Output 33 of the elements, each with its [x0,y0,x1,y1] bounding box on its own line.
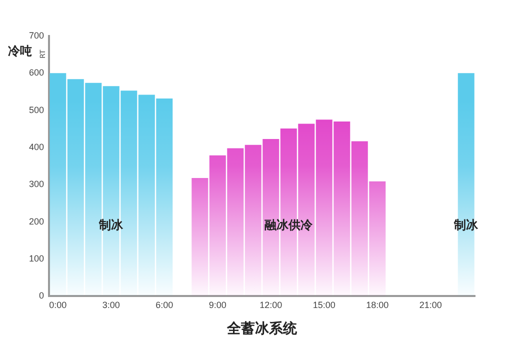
bar [209,155,226,296]
y-tick-label: 0 [39,290,44,301]
x-tick-label: 9:00 [208,300,226,310]
y-tick-label: 100 [28,254,44,264]
bar [67,79,84,296]
bar [50,73,66,296]
y-tick-label: 200 [28,216,44,226]
y-axis-title: 冷吨 [8,44,32,58]
x-tick-label: 21:00 [419,300,442,310]
y-tick-label: 700 [28,30,44,40]
bar [334,121,350,296]
bar [351,141,368,296]
y-tick-label: 500 [28,104,44,115]
series-label: 制冰 [98,218,124,232]
y-tick-label: 400 [28,142,44,152]
x-tick-label: 15:00 [312,300,336,310]
bar [156,98,173,296]
x-tick-label: 18:00 [366,300,389,310]
x-axis-title: 全蓄冰系统 [226,320,298,337]
y-tick-label: 300 [28,179,44,190]
y-tick-label: 600 [28,68,44,78]
text: 制冰 [454,218,478,232]
bar [369,181,386,296]
series-label: 融冰供冷 [264,218,314,232]
bar [138,94,155,296]
x-tick-label: 6:00 [156,300,174,310]
bar [192,178,208,296]
x-tick-label: 3:00 [102,300,120,310]
bar [227,148,244,296]
bar [316,120,332,296]
bar [244,144,262,296]
x-tick-label: 12:00 [260,300,282,310]
x-tick-label: 0:00 [49,300,67,310]
